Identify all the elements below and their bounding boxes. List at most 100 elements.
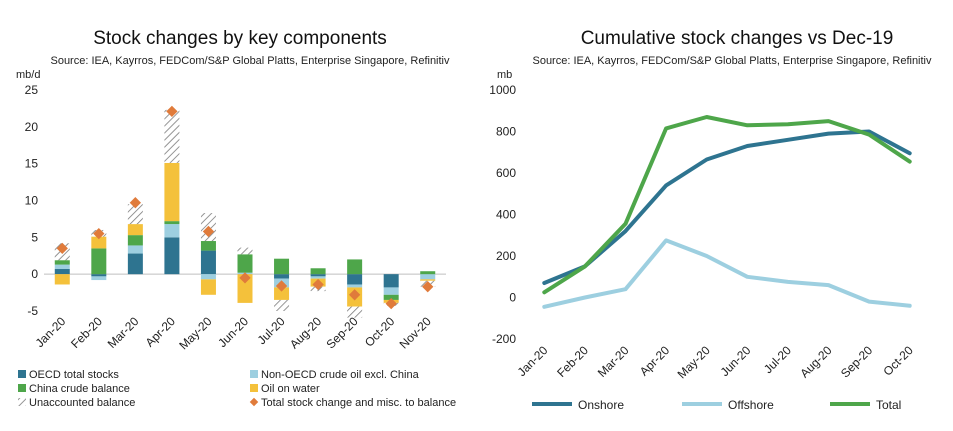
right-x-tick-label: Sep-20 bbox=[838, 343, 875, 380]
right-x-tick-label: Jan-20 bbox=[515, 343, 551, 379]
legend-label-unaccounted: Unaccounted balance bbox=[29, 397, 135, 409]
left-plot-area bbox=[44, 105, 446, 318]
total-marker-sep-20 bbox=[348, 289, 361, 301]
legend-item-oil-on-water: Oil on water bbox=[250, 383, 320, 395]
left-y-tick-label: 5 bbox=[31, 230, 38, 244]
right-y-tick-label: 200 bbox=[496, 249, 516, 263]
total-marker-jun-20 bbox=[239, 272, 251, 284]
legend-item-non-oecd: Non-OECD crude oil excl. China bbox=[250, 369, 420, 381]
bar-oil-on-water-feb-20 bbox=[91, 236, 107, 249]
left-x-tick-label: May-20 bbox=[176, 314, 214, 352]
bar-non-oecd-crude-oil-excl-china-apr-20 bbox=[164, 224, 180, 238]
series-line-total bbox=[542, 115, 912, 295]
bar-china-crude-balance-oct-20 bbox=[383, 294, 399, 300]
legend-swatch-unaccounted bbox=[18, 398, 26, 406]
bar-non-oecd-crude-oil-excl-china-oct-20 bbox=[383, 287, 399, 295]
bar-unaccounted-balance-sep-20 bbox=[347, 306, 363, 318]
legend-label-non-oecd: Non-OECD crude oil excl. China bbox=[261, 369, 420, 381]
total-marker-oct-20 bbox=[385, 297, 397, 310]
left-chart-title: Stock changes by key components bbox=[93, 28, 387, 49]
legend-swatch-oecd bbox=[18, 370, 26, 378]
bar-oecd-total-stocks-feb-20 bbox=[91, 274, 107, 277]
right-x-tick-label: Jul-20 bbox=[761, 343, 794, 376]
right-x-tick-label: Feb-20 bbox=[554, 343, 591, 380]
bar-oecd-total-stocks-may-20 bbox=[200, 250, 216, 275]
right-y-tick-label: 400 bbox=[496, 208, 516, 222]
legend-item-total: Total stock change and misc. to balance bbox=[249, 397, 456, 409]
bar-oil-on-water-jun-20 bbox=[237, 274, 253, 303]
bar-non-oecd-crude-oil-excl-china-may-20 bbox=[200, 274, 216, 280]
bar-china-crude-balance-jan-20 bbox=[54, 260, 70, 265]
bar-china-crude-balance-jul-20 bbox=[274, 258, 290, 275]
bar-oecd-total-stocks-apr-20 bbox=[164, 237, 180, 275]
total-marker-jul-20 bbox=[275, 280, 288, 292]
legend-item-oecd: OECD total stocks bbox=[18, 369, 119, 381]
left-x-tick-label: Sep-20 bbox=[323, 314, 360, 351]
bar-oil-on-water-jan-20 bbox=[54, 274, 70, 285]
right-y-tick-label: 600 bbox=[496, 166, 516, 180]
right-y-tick-label: 1000 bbox=[489, 83, 516, 97]
bar-china-crude-balance-may-20 bbox=[200, 241, 216, 251]
right-x-tick-label: May-20 bbox=[675, 343, 713, 381]
left-y-tick-label: 20 bbox=[25, 120, 39, 134]
bar-non-oecd-crude-oil-excl-china-sep-20 bbox=[347, 284, 363, 288]
legend-label-total: Total stock change and misc. to balance bbox=[261, 397, 456, 409]
right-chart: Cumulative stock changes vs Dec-19 Sourc… bbox=[489, 28, 932, 412]
legend-label-offshore: Offshore bbox=[728, 398, 774, 412]
legend-swatch-non-oecd bbox=[250, 370, 258, 378]
bar-oil-on-water-jul-20 bbox=[274, 287, 290, 300]
legend-item-offshore: Offshore bbox=[682, 398, 774, 412]
bar-oecd-total-stocks-sep-20 bbox=[347, 274, 363, 285]
series-line-onshore bbox=[542, 129, 912, 285]
legend-swatch-total bbox=[249, 397, 259, 407]
right-y-axis: 1000 800 600 400 200 0 -200 bbox=[489, 83, 516, 346]
bar-unaccounted-balance-apr-20 bbox=[164, 109, 180, 163]
right-y-tick-label: -200 bbox=[492, 332, 516, 346]
bar-non-oecd-crude-oil-excl-china-feb-20 bbox=[91, 276, 107, 281]
bar-oil-on-water-mar-20 bbox=[127, 224, 143, 236]
bar-oecd-total-stocks-mar-20 bbox=[127, 253, 143, 275]
legend-item-china: China crude balance bbox=[18, 383, 130, 395]
bar-unaccounted-balance-mar-20 bbox=[127, 204, 143, 225]
total-marker-aug-20 bbox=[312, 278, 324, 291]
left-x-tick-label: Jun-20 bbox=[215, 314, 251, 350]
right-x-tick-label: Jun-20 bbox=[718, 343, 754, 379]
left-x-tick-label: Nov-20 bbox=[397, 314, 434, 351]
right-y-unit: mb bbox=[497, 69, 512, 81]
left-x-tick-label: Jan-20 bbox=[33, 314, 69, 350]
left-x-tick-label: Apr-20 bbox=[143, 314, 179, 350]
left-y-axis: 25 20 15 10 5 0 -5 bbox=[25, 83, 39, 318]
bar-non-oecd-crude-oil-excl-china-mar-20 bbox=[127, 245, 143, 254]
total-marker-nov-20 bbox=[422, 281, 434, 293]
bar-china-crude-balance-feb-20 bbox=[91, 248, 107, 275]
left-x-tick-label: Oct-20 bbox=[362, 314, 398, 350]
bar-china-crude-balance-nov-20 bbox=[420, 271, 436, 275]
legend-label-onshore: Onshore bbox=[578, 398, 624, 412]
right-x-tick-label: Aug-20 bbox=[797, 343, 834, 380]
left-x-tick-label: Jul-20 bbox=[255, 314, 288, 347]
bar-oil-on-water-nov-20 bbox=[420, 279, 436, 281]
bar-oecd-total-stocks-jul-20 bbox=[274, 274, 290, 279]
bar-china-crude-balance-mar-20 bbox=[127, 235, 143, 246]
left-y-tick-label: 25 bbox=[25, 83, 39, 97]
legend-label-oecd: OECD total stocks bbox=[29, 369, 119, 381]
legend-item-onshore: Onshore bbox=[532, 398, 624, 412]
left-y-tick-label: 15 bbox=[25, 157, 39, 171]
left-x-tick-label: Mar-20 bbox=[105, 314, 142, 351]
bar-non-oecd-crude-oil-excl-china-aug-20 bbox=[310, 276, 326, 279]
left-x-tick-label: Aug-20 bbox=[287, 314, 324, 351]
bar-unaccounted-balance-jun-20 bbox=[237, 247, 253, 255]
right-y-tick-label: 800 bbox=[496, 125, 516, 139]
left-legend: OECD total stocks Non-OECD crude oil exc… bbox=[18, 369, 456, 409]
right-legend: Onshore Offshore Total bbox=[532, 398, 901, 412]
bar-oil-on-water-apr-20 bbox=[164, 162, 180, 222]
right-y-tick-label: 0 bbox=[509, 291, 516, 305]
series-line-offshore bbox=[542, 238, 912, 309]
left-y-unit: mb/d bbox=[16, 69, 40, 81]
right-chart-source: Source: IEA, Kayrros, FEDCom/S&P Global … bbox=[532, 55, 932, 67]
bar-oecd-total-stocks-jan-20 bbox=[54, 269, 70, 275]
bar-china-crude-balance-sep-20 bbox=[347, 259, 363, 275]
bar-unaccounted-balance-jul-20 bbox=[274, 299, 290, 311]
